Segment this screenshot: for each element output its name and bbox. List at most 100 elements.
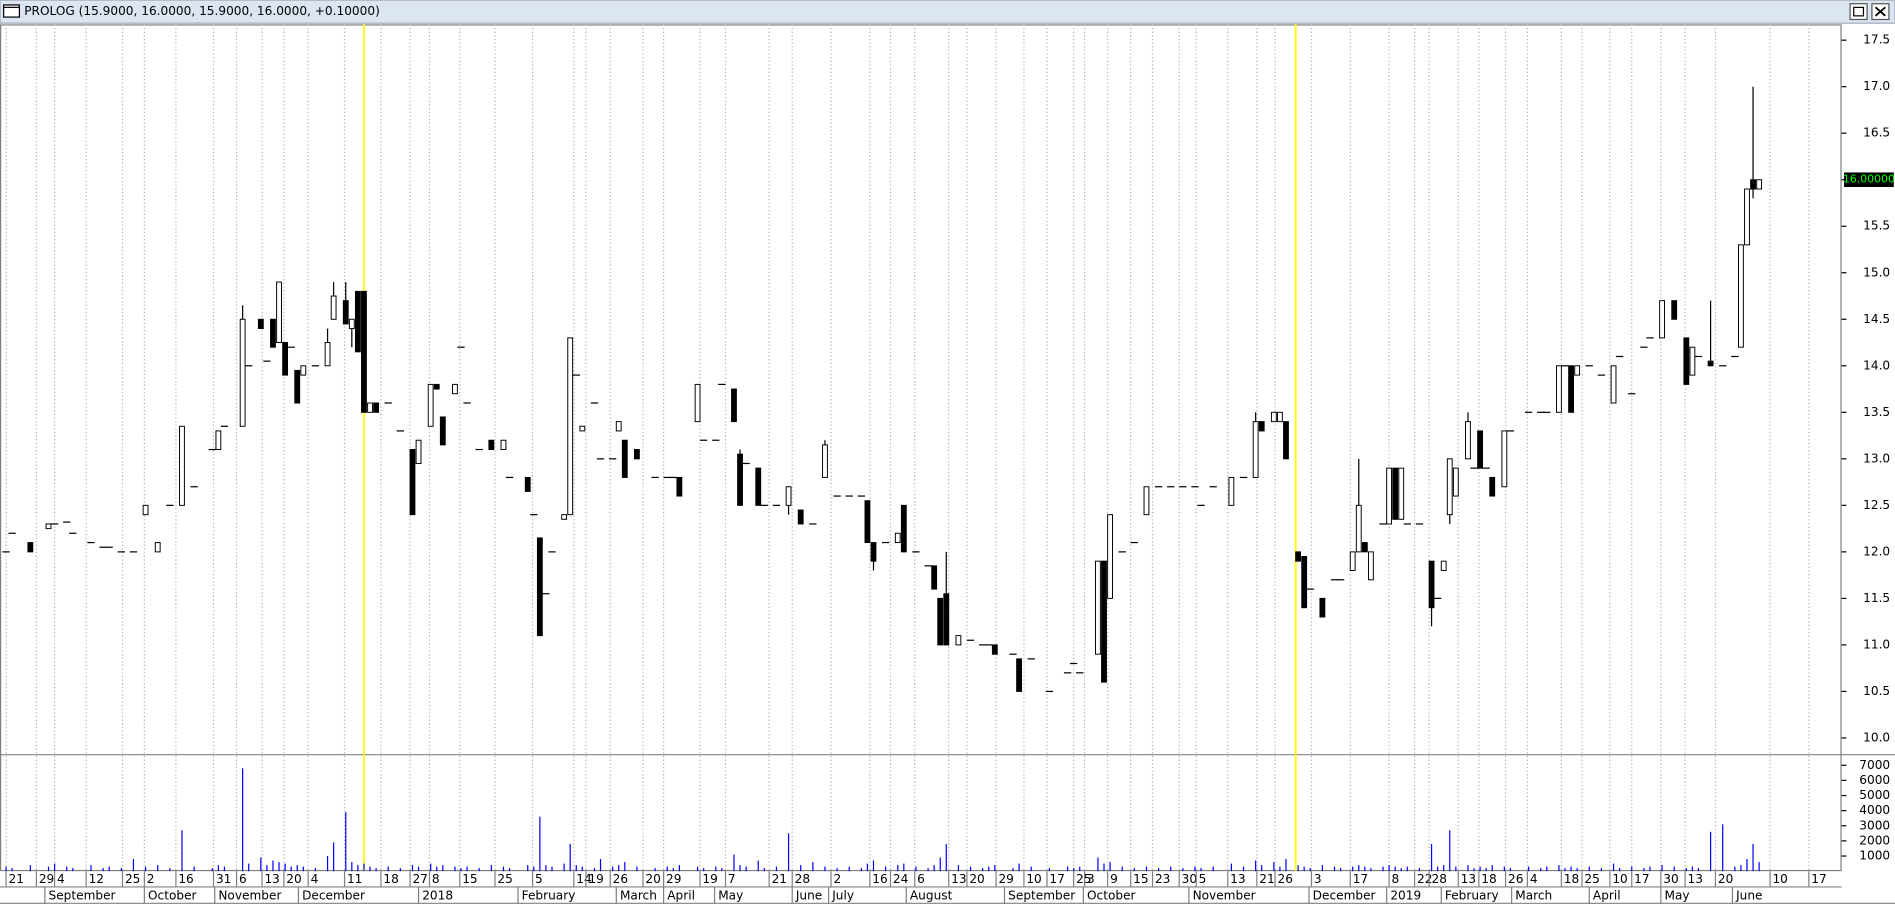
x-tick-label: 25 (125, 872, 140, 886)
month-label: April (1593, 889, 1621, 903)
x-tick-label: 25 (1584, 872, 1599, 886)
x-tick-label: 3 (1314, 872, 1322, 886)
x-tick-label: 21 (772, 872, 787, 886)
candle-body (1465, 421, 1471, 460)
close-icon (1874, 6, 1886, 17)
x-tick-label: 13 (1230, 872, 1245, 886)
month-label: May (1664, 889, 1689, 903)
candle-body (270, 318, 276, 348)
volume-tick-label: 2000 (1859, 833, 1890, 847)
candle-body (1361, 542, 1368, 553)
y-tick-label: 10.5 (1863, 684, 1890, 698)
candle-body (142, 504, 149, 516)
month-label: March (620, 889, 657, 903)
x-tick-label: 15 (462, 872, 477, 886)
candle-body (1107, 514, 1113, 599)
candle-body (1556, 365, 1562, 413)
candle-body (45, 523, 52, 530)
x-tick-label: 30 (1663, 872, 1678, 886)
x-tick-label: 18 (383, 872, 398, 886)
candle-body (257, 318, 264, 330)
candle-body (330, 295, 337, 320)
candle-body (1738, 244, 1744, 348)
x-tick-label: 5 (1199, 872, 1207, 886)
candle-body (1568, 365, 1574, 413)
month-label: December (302, 889, 365, 903)
y-tick-label: 14.5 (1863, 312, 1890, 326)
y-tick-label: 11.0 (1863, 637, 1890, 651)
x-tick-label: 26 (1508, 872, 1523, 886)
x-tick-label: 13 (1461, 872, 1476, 886)
month-label: August (910, 889, 953, 903)
x-tick-label: 30 (1182, 872, 1197, 886)
candle-body (1574, 365, 1581, 376)
month-label: May (718, 889, 743, 903)
month-label: June (1735, 889, 1762, 903)
candle-body (300, 365, 307, 376)
candle-body (415, 439, 422, 464)
candle-body (731, 388, 737, 423)
x-tick-label: 8 (1392, 872, 1400, 886)
candle-body (1143, 486, 1150, 516)
candle-body (1452, 467, 1459, 497)
y-tick-label: 15.5 (1863, 219, 1890, 233)
x-tick-label: 9 (1110, 872, 1118, 886)
candle-body (822, 444, 828, 478)
x-tick-label: 24 (893, 872, 909, 886)
candle-body (294, 369, 301, 404)
month-label: November (1193, 889, 1256, 903)
last-price-label: 16.00000 (1843, 173, 1895, 186)
x-tick-label: 31 (216, 872, 231, 886)
candle-body (354, 290, 361, 353)
candle-body (324, 342, 331, 367)
x-tick-label: 14 (576, 872, 592, 886)
x-tick-label: 7 (728, 872, 736, 886)
x-tick-label: 13 (264, 872, 279, 886)
y-tick-label: 17.5 (1863, 33, 1890, 47)
x-tick-label: 21 (1259, 872, 1274, 886)
grid (5, 24, 1810, 872)
candle-body (797, 509, 804, 525)
month-label: September (49, 889, 116, 903)
month-label: September (1008, 889, 1075, 903)
candle-body (282, 342, 289, 376)
x-tick-label: 12 (89, 872, 104, 886)
candle-body (409, 449, 416, 516)
x-tick-label: 8 (432, 872, 440, 886)
candle-body (1398, 467, 1405, 520)
x-tick-label: 26 (1277, 872, 1292, 886)
x-tick-label: 17 (1049, 872, 1064, 886)
candle-body (870, 542, 877, 562)
candle-body (991, 644, 998, 655)
candle-body (1355, 504, 1362, 553)
candle-body (1659, 300, 1665, 339)
candle-body (1386, 467, 1393, 525)
maximize-button[interactable] (1849, 3, 1868, 21)
x-tick-label: 17 (1634, 872, 1649, 886)
candle-body (785, 486, 792, 506)
candle-body (1750, 179, 1756, 190)
candle-body (1440, 560, 1447, 571)
x-tick-label: 6 (239, 872, 247, 886)
x-tick-label: 29 (666, 872, 681, 886)
candle-body (1683, 337, 1690, 385)
candle-body (342, 300, 349, 325)
volume-tick-label: 1000 (1859, 849, 1890, 863)
x-tick-label: 6 (917, 872, 925, 886)
candle-body (755, 467, 762, 506)
plot-frame (0, 24, 1842, 872)
y-tick-label: 10.0 (1863, 730, 1890, 744)
x-tick-label: 23 (1155, 872, 1170, 886)
x-tick-label: 27 (412, 872, 427, 886)
candle-body (579, 425, 586, 432)
candle-body (561, 514, 568, 520)
y-tick-label: 12.0 (1863, 544, 1890, 558)
month-label: October (1087, 889, 1136, 903)
x-tick-label: 25 (1076, 872, 1091, 886)
last-price-box (1844, 172, 1894, 188)
x-tick-label: 5 (535, 872, 543, 886)
candle-body (900, 504, 907, 553)
candle-body (676, 476, 683, 497)
